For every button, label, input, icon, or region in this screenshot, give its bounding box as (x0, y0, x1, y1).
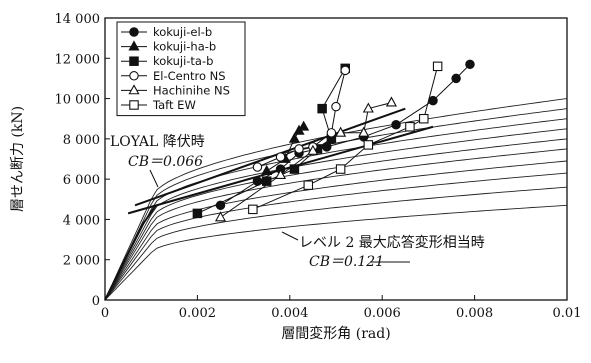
data-point (128, 84, 140, 95)
data-point (252, 162, 263, 172)
x-tick-label: 0.01 (553, 306, 582, 321)
series-line (220, 63, 471, 206)
data-point (288, 132, 300, 143)
data-point (331, 101, 341, 112)
axis-ticks (104, 17, 568, 301)
data-point (326, 128, 337, 138)
capacity-curve (104, 128, 568, 301)
data-point (358, 126, 370, 137)
series-taft-ew (248, 61, 443, 215)
cb-0121-label: CB＝0.121 (309, 254, 384, 270)
y-tick-label: 10 000 (55, 93, 101, 108)
x-tick-label: 0.006 (364, 306, 401, 321)
data-point (261, 176, 272, 186)
data-point (129, 100, 139, 110)
series-kokuji-ha-b (261, 120, 310, 175)
data-point (428, 95, 438, 106)
y-tick-label: 14 000 (55, 12, 101, 27)
legend-label: Taft EW (152, 98, 196, 112)
x-axis-label: 層間変形角 (rad) (281, 325, 390, 342)
data-point (419, 113, 429, 124)
y-tick-label: 4 000 (63, 213, 100, 228)
data-point (275, 152, 286, 162)
data-point (405, 122, 415, 132)
data-point (129, 56, 139, 66)
data-point (192, 208, 203, 219)
capacity-curve (104, 204, 568, 301)
legend-label: kokuji-el-b (153, 25, 212, 39)
y-tick-label: 12 000 (55, 52, 101, 67)
data-point (432, 61, 443, 72)
data-point (261, 164, 273, 175)
legend-label: kokuji-ha-b (153, 40, 216, 54)
data-point (362, 102, 374, 113)
data-point (298, 120, 310, 131)
y-tick-label: 6 000 (63, 173, 100, 188)
data-point (214, 211, 227, 222)
data-point (335, 164, 346, 174)
y-tick-labels: 0 2 000 4 000 6 000 8 000 10 000 12 000 14 000 (55, 12, 101, 309)
y-tick-label: 2 000 (63, 254, 100, 269)
data-point (289, 164, 300, 174)
data-point (465, 59, 475, 70)
data-point (294, 144, 304, 154)
annotations: LOYAL 降伏時 CB＝0.066 レベル 2 最大応答変形相当時 CB＝0.… (110, 134, 485, 270)
data-point (303, 180, 314, 190)
data-point (128, 40, 140, 51)
data-point (275, 168, 287, 180)
data-point (307, 144, 319, 155)
capacity-curve (104, 148, 568, 301)
data-point (335, 126, 347, 137)
plot-frame (104, 17, 568, 301)
y-tick-label: 8 000 (63, 133, 100, 148)
loyal-yield-label: LOYAL 降伏時 (110, 134, 205, 150)
series-hachinihe-ns (214, 96, 397, 222)
data-point (391, 120, 401, 130)
data-point (385, 96, 397, 107)
x-tick-label: 0.004 (271, 306, 308, 321)
data-point (317, 103, 327, 114)
data-point (451, 73, 461, 84)
y-tick-label: 0 (92, 294, 100, 309)
annotation-line (134, 107, 406, 207)
series-layer (192, 59, 475, 222)
y-axis-label: 層せん断力 (kN) (10, 106, 26, 212)
data-point (363, 140, 374, 150)
data-point (248, 204, 258, 215)
leader-line (149, 169, 159, 188)
legend-label: El-Centro NS (153, 69, 226, 83)
x-tick-labels: 0 0.002 0.004 0.006 0.008 0.01 (101, 306, 582, 321)
level2-label: レベル 2 最大応答変形相当時 (299, 234, 485, 251)
capacity-curve (104, 160, 568, 301)
x-tick-label: 0 (101, 306, 109, 321)
legend-box (116, 21, 246, 117)
capacity-curve (104, 186, 568, 301)
leader-line (281, 231, 299, 241)
x-tick-label: 0.002 (179, 306, 216, 321)
cb-0066-label: CB＝0.066 (128, 154, 203, 170)
data-point (129, 27, 139, 37)
data-point (340, 65, 350, 76)
legend: kokuji-el-bkokuji-ha-bkokuji-ta-bEl-Cent… (116, 21, 246, 117)
plot-area (104, 17, 568, 301)
elastic-line (104, 204, 157, 301)
capacity-curve (104, 172, 568, 301)
legend-label: kokuji-ta-b (153, 54, 213, 68)
x-tick-label: 0.008 (456, 306, 493, 321)
data-point (129, 71, 139, 81)
legend-label: Hachinihe NS (153, 83, 230, 97)
